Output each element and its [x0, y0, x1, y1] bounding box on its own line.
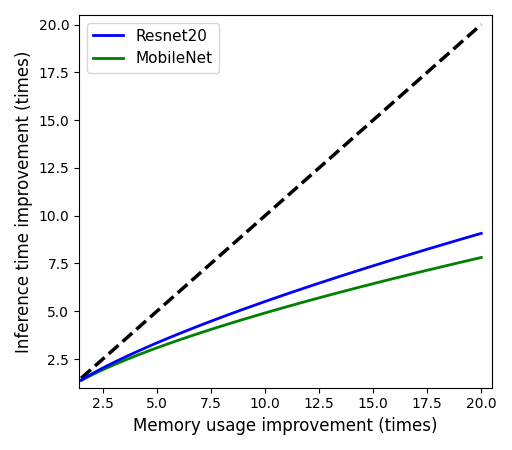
Resnet20 [406, 252, 412, 257]
X-axis label: Memory usage improvement (times): Memory usage improvement (times) [133, 417, 438, 435]
Resnet20 [316, 280, 323, 286]
Line: Resnet20: Resnet20 [81, 234, 481, 380]
Resnet20 [468, 234, 475, 239]
MobileNet [316, 295, 323, 301]
Line: MobileNet: MobileNet [81, 257, 481, 381]
Resnet20 [270, 296, 276, 301]
MobileNet [294, 301, 301, 306]
MobileNet [468, 257, 475, 262]
MobileNet [406, 272, 412, 277]
Y-axis label: Inference time improvement (times): Inference time improvement (times) [15, 50, 33, 352]
Legend: Resnet20, MobileNet: Resnet20, MobileNet [87, 22, 219, 72]
Resnet20 [78, 377, 84, 382]
MobileNet [78, 378, 84, 383]
Resnet20 [478, 231, 484, 236]
MobileNet [478, 255, 484, 260]
MobileNet [268, 308, 274, 314]
MobileNet [270, 308, 276, 313]
Resnet20 [294, 288, 301, 293]
Resnet20 [268, 297, 274, 302]
